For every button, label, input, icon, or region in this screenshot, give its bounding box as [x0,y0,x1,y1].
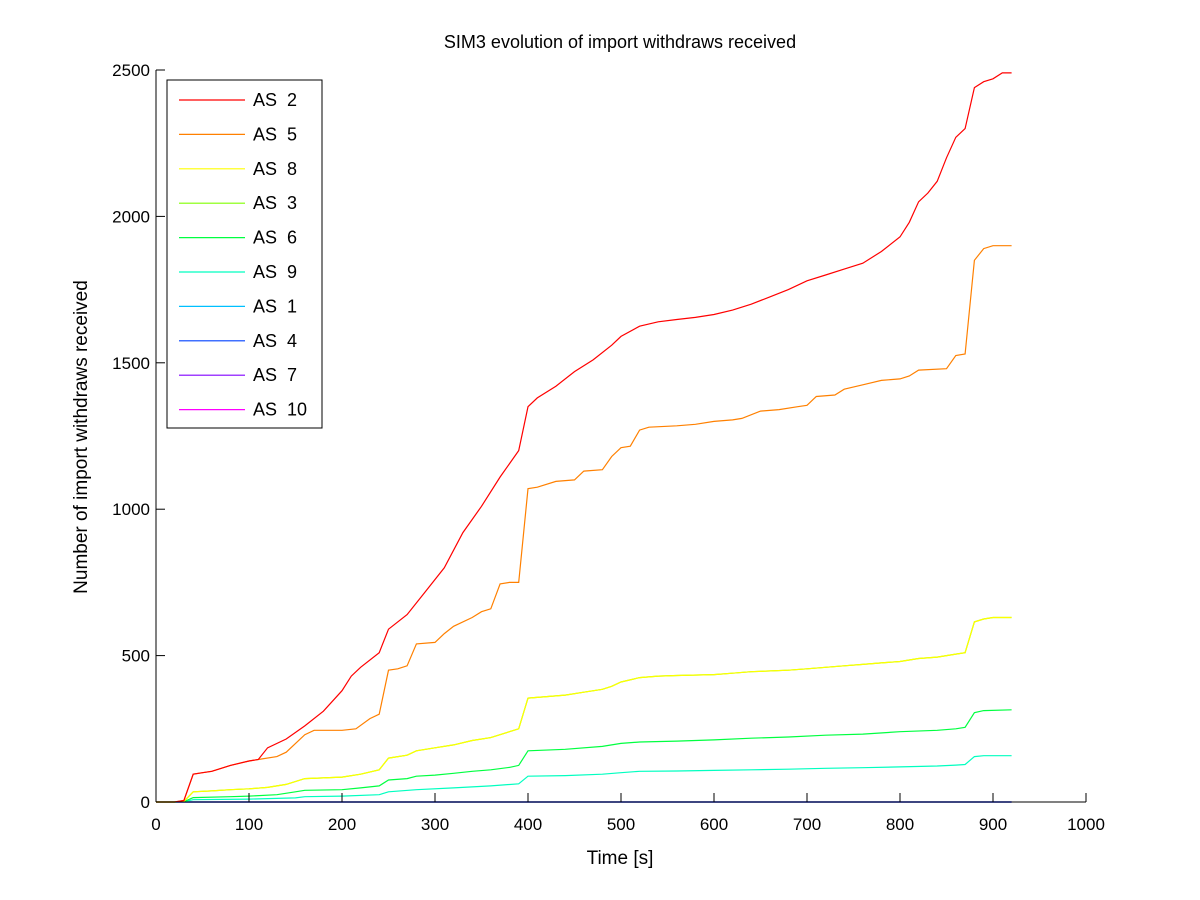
y-tick-label: 2500 [112,61,150,80]
series-line-3 [156,616,1012,803]
legend: AS 2 AS 5 AS 8 AS 3 AS 6 AS 9 AS 1 AS 4 AS 7 AS 1… [166,79,323,429]
legend-entry-label: AS 10 [253,400,307,420]
legend-entry-label: AS 5 [253,124,297,144]
legend-entry-label: AS 7 [253,365,297,385]
legend-entry-label: AS 6 [253,228,297,248]
x-tick-label: 800 [886,815,914,834]
x-tick-label: 600 [700,815,728,834]
legend-entry-label: AS 4 [253,331,297,351]
legend-box [166,79,323,429]
x-tick-label: 100 [235,815,263,834]
y-tick-label: 1500 [112,354,150,373]
x-tick-label: 900 [979,815,1007,834]
series-line-6 [156,755,1012,803]
x-tick-label: 700 [793,815,821,834]
x-tick-label: 300 [421,815,449,834]
legend-entry-label: AS 8 [253,159,297,179]
series-line-5 [156,709,1012,803]
legend-entry-label: AS 3 [253,193,297,213]
legend-entry-label: AS 2 [253,90,297,110]
y-tick-label: 0 [141,793,150,812]
y-tick-label: 2000 [112,207,150,226]
x-tick-label: 1000 [1067,815,1105,834]
series-line-1 [156,72,1012,803]
y-tick-label: 500 [122,647,150,666]
legend-entry-label: AS 1 [253,296,297,316]
series-line-2 [156,245,1012,803]
y-axis-label: Number of import withdraws received [71,280,92,594]
axes: 0 100 200 300 400 500 600 700 800 900 1000 0 500 1000… [112,61,1105,834]
x-tick-label: 0 [151,815,160,834]
y-tick-label: 1000 [112,500,150,519]
x-tick-label: 500 [607,815,635,834]
x-axis-label: Time [s] [587,848,654,869]
chart-title: SIM3 evolution of import withdraws recei… [444,32,796,52]
legend-entry-label: AS 9 [253,262,297,282]
x-tick-label: 200 [328,815,356,834]
x-tick-label: 400 [514,815,542,834]
